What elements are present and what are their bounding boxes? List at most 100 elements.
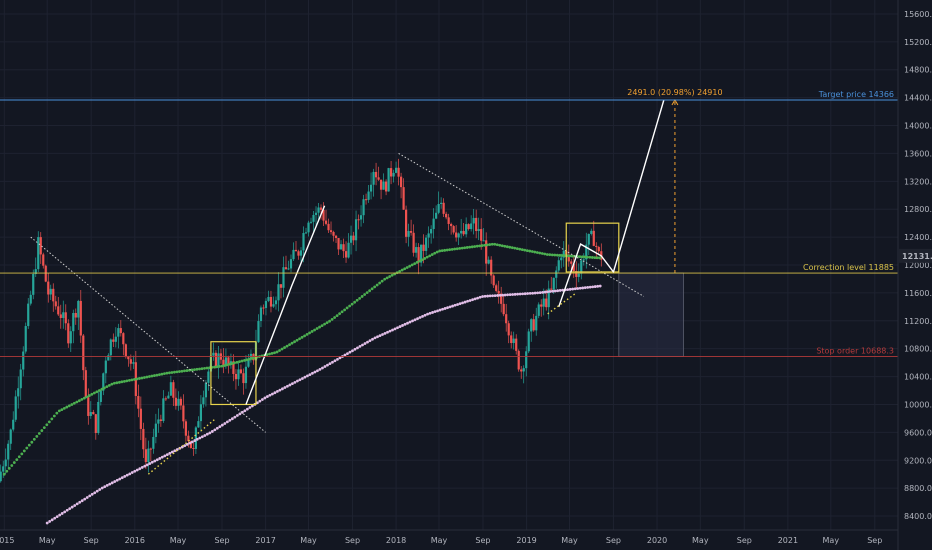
ma-short-point xyxy=(588,255,592,259)
ma-long-point xyxy=(411,319,414,323)
ma-short-point xyxy=(52,414,56,418)
x-tick-label: May xyxy=(170,536,187,545)
ma-long-point xyxy=(60,512,64,515)
candle-body xyxy=(69,331,72,344)
candle-body xyxy=(274,300,278,305)
ma-long-point xyxy=(313,370,317,374)
ma-long-point xyxy=(591,285,595,289)
candle-body xyxy=(57,306,60,315)
ma-long-point xyxy=(583,286,587,290)
ma-long-point xyxy=(433,310,437,314)
ma-short-point xyxy=(495,243,499,247)
candle-body xyxy=(152,436,155,449)
candle-body xyxy=(422,244,425,251)
candle-body xyxy=(297,251,300,256)
stop-zone xyxy=(618,272,684,357)
candle-body xyxy=(362,199,365,216)
ma-long-point xyxy=(311,371,314,375)
x-tick-label: Sep xyxy=(737,536,752,545)
y-axis[interactable]: 15600.0 15200.0 14800.0 14400.0 14000.0 13600… xyxy=(897,0,932,550)
candle-body xyxy=(97,401,100,433)
candle-body xyxy=(102,373,105,391)
ma-long-point xyxy=(78,500,82,504)
y-tick-label: 12800.0 xyxy=(904,205,932,214)
candle-body xyxy=(540,304,543,307)
ma-long-point xyxy=(356,346,359,350)
candle-body xyxy=(192,447,195,449)
ma-short-point xyxy=(518,247,522,251)
ma-long-point xyxy=(143,464,147,468)
candle-body xyxy=(332,232,335,236)
ma-short-point xyxy=(110,382,114,386)
ma-long-point xyxy=(496,294,500,297)
ma-long-point xyxy=(163,454,167,458)
candle-body xyxy=(39,237,42,255)
candle-body xyxy=(557,260,560,271)
candle-body xyxy=(450,223,453,227)
ma-long-point xyxy=(203,434,207,437)
candle-body xyxy=(157,419,160,424)
candle-body xyxy=(282,267,285,288)
ma-short-point xyxy=(238,360,241,364)
level-label: Stop order 10688.3 xyxy=(816,346,894,355)
ma-long-point xyxy=(413,318,417,322)
candle-body xyxy=(0,471,2,482)
ma-short-point xyxy=(428,254,432,258)
ma-long-point xyxy=(260,398,264,401)
x-axis[interactable]: 2015 May Sep 2016 May Sep 2017 May Sep 2018 May Sep… xyxy=(0,529,898,545)
ma-long-point xyxy=(153,459,157,463)
ma-short-point xyxy=(513,246,517,250)
y-tick-label: 10000.0 xyxy=(904,400,932,409)
ma-long-point xyxy=(596,284,600,288)
candle-body xyxy=(510,335,513,344)
ma-short-point xyxy=(508,245,512,249)
ma-short-point xyxy=(37,432,41,435)
ma-short-point xyxy=(505,245,509,249)
x-tick-label: 2021 xyxy=(778,536,798,545)
candle-body xyxy=(367,191,370,200)
candle-body xyxy=(44,265,47,282)
ma-short-point xyxy=(373,285,377,289)
candle-body xyxy=(547,288,550,308)
x-tick-label: Sep xyxy=(475,536,490,545)
ma-short-point xyxy=(57,409,61,413)
ma-long-point xyxy=(558,289,562,292)
ma-short-point xyxy=(598,256,602,260)
candle-body xyxy=(384,181,388,192)
ma-long-point xyxy=(493,294,497,298)
ma-long-point xyxy=(108,482,112,486)
ma-short-point xyxy=(360,295,364,298)
ma-short-point xyxy=(365,291,369,295)
ma-short-point xyxy=(150,374,154,378)
ma-short-point xyxy=(125,379,129,383)
ma-short-point xyxy=(370,287,374,291)
candle-body xyxy=(117,328,120,337)
candle-body xyxy=(492,275,495,286)
ma-long-point xyxy=(265,395,269,398)
ma-short-point xyxy=(548,253,552,257)
ma-short-point xyxy=(153,374,156,377)
candle-body xyxy=(500,293,503,304)
candle-body xyxy=(447,217,450,224)
ma-long-point xyxy=(200,435,204,439)
x-tick-label: 2017 xyxy=(255,536,275,545)
ma-short-point xyxy=(345,306,349,310)
candle-body xyxy=(382,181,385,190)
support-dots xyxy=(147,417,217,475)
candle-body xyxy=(535,315,538,331)
candle-body xyxy=(177,398,180,406)
y-tick-label: 14400.0 xyxy=(904,94,932,103)
ma-long-point xyxy=(543,290,547,294)
candle-body xyxy=(369,184,373,192)
candle-body xyxy=(472,217,475,224)
ma-long-point xyxy=(336,357,339,361)
ma-long-point xyxy=(155,458,159,462)
y-tick-label: 13600.0 xyxy=(904,149,932,158)
ma-short-point xyxy=(465,246,469,249)
ma-short-point xyxy=(130,378,134,382)
candle-body xyxy=(187,435,190,442)
ma-short-point xyxy=(145,375,149,379)
ma-long-point xyxy=(538,291,542,295)
ma-long-point xyxy=(521,292,525,296)
